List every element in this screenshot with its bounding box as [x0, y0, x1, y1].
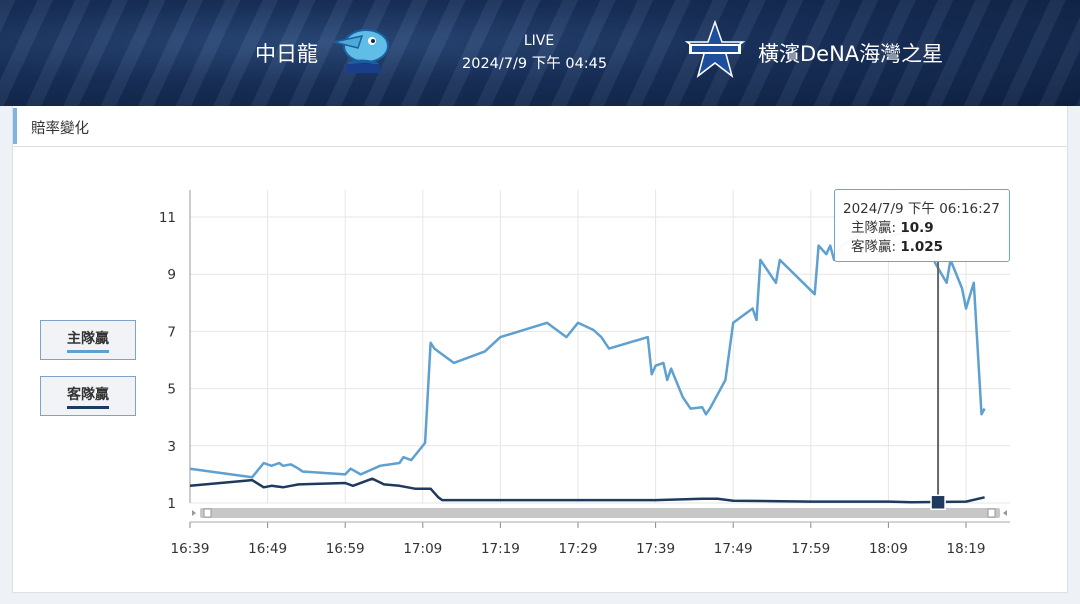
x-tick-label: 18:09 — [869, 541, 908, 557]
x-tick-label: 16:59 — [326, 541, 365, 557]
tooltip-home-value: 10.9 — [900, 220, 934, 236]
chart-tooltip: 2024/7/9 下午 06:16:27 主隊贏: 10.9 客隊贏: 1.02… — [834, 189, 1010, 262]
x-tick-label: 17:19 — [481, 541, 520, 557]
scroll-right-arrow — [1003, 510, 1007, 516]
baystars-star-logo — [684, 20, 746, 78]
y-tick-label: 11 — [159, 210, 176, 226]
y-tick-label: 1 — [167, 496, 176, 512]
tooltip-away-value: 1.025 — [900, 239, 944, 255]
match-header: 中日龍 LIVE 2024/7/9 下午 04:45 橫濱DeNA海灣之星 — [0, 0, 1080, 106]
header-background — [0, 0, 1080, 106]
hover-marker — [930, 494, 946, 511]
x-tick-label: 17:49 — [714, 541, 753, 557]
x-tick-label: 18:19 — [947, 541, 986, 557]
panel-header: 賠率變化 — [13, 106, 1067, 147]
tooltip-home-label: 主隊贏: — [851, 220, 901, 236]
legend-label-home: 主隊贏 — [67, 331, 109, 347]
tooltip-time: 2024/7/9 下午 06:16:27 — [843, 201, 1000, 217]
series-line-away — [189, 477, 985, 504]
legend-swatch-away — [67, 406, 109, 409]
range-handle-right — [987, 508, 996, 518]
tooltip-home-row: 主隊贏: 10.9 — [851, 216, 934, 236]
range-handle-left — [203, 508, 212, 518]
live-status: LIVE — [523, 33, 555, 49]
y-tick-label: 7 — [167, 324, 176, 340]
tooltip-away-row: 客隊贏: 1.025 — [851, 235, 943, 255]
x-tick-label: 17:09 — [403, 541, 442, 557]
dragons-mascot-logo — [333, 29, 389, 73]
away-team-name: 橫濱DeNA海灣之星 — [758, 42, 944, 66]
home-team-name: 中日龍 — [255, 42, 318, 66]
x-tick-label: 17:39 — [636, 541, 675, 557]
legend-swatch-home — [67, 350, 109, 353]
x-tick-label: 17:29 — [559, 541, 598, 557]
tooltip-away-label: 客隊贏: — [851, 239, 901, 255]
legend-toggle-away[interactable]: 客隊贏 — [40, 376, 136, 416]
match-datetime: 2024/7/9 下午 04:45 — [462, 56, 608, 72]
panel-title: 賠率變化 — [31, 121, 89, 137]
legend-label-away: 客隊贏 — [67, 387, 109, 403]
x-tick-label: 16:39 — [171, 541, 210, 557]
y-tick-label: 5 — [167, 382, 176, 398]
legend-toggle-home[interactable]: 主隊贏 — [40, 320, 136, 360]
scroll-left-arrow — [192, 510, 196, 516]
panel-accent-bar — [13, 108, 17, 144]
range-scrollbar-track — [200, 508, 1000, 518]
y-tick-label: 9 — [167, 267, 176, 283]
x-tick-label: 17:59 — [791, 541, 830, 557]
x-tick-label: 16:49 — [248, 541, 287, 557]
y-tick-label: 3 — [167, 439, 176, 455]
